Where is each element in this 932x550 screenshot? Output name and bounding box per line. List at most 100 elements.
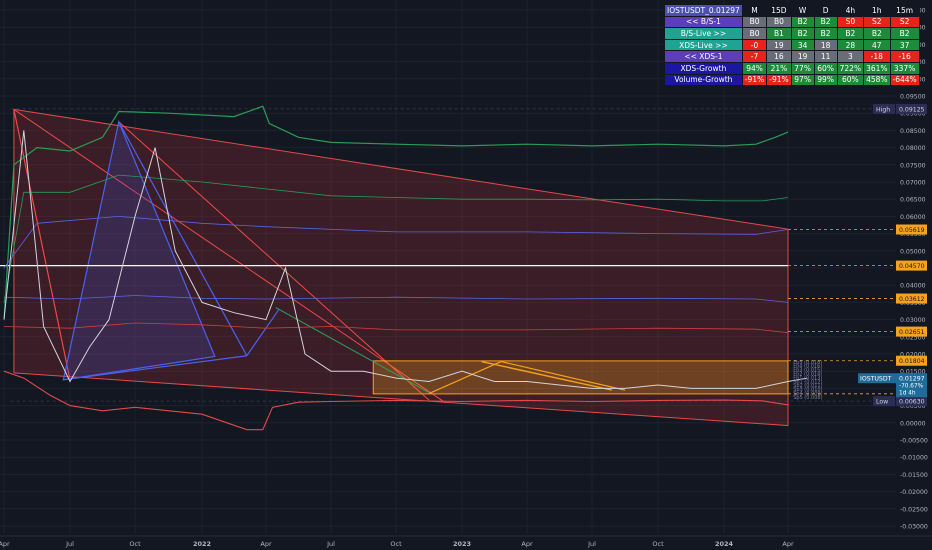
table-cell: 361% [863, 61, 891, 75]
harmonic-leg [246, 308, 280, 357]
price-tag-label-bg [873, 103, 895, 114]
y-tick-label: 0.02000 [900, 352, 926, 359]
table-row: << B/S-1 B0 B0 B2 B2 S0 S2 S2 [664, 15, 920, 29]
table-row-label: Volume-Growth [664, 73, 743, 87]
x-tick-label: Apr [0, 540, 10, 548]
fib-label: Sp2 (0.011) [793, 383, 822, 389]
y-tick-label: 0.02500 [900, 334, 926, 341]
table-cell: S0 [836, 15, 865, 29]
table-row-label: B/S-Live >> [664, 27, 743, 40]
harmonic-leg [63, 355, 247, 381]
table-cell: 16 [766, 50, 792, 63]
table-row: B/S-Live >> B0 B1 B2 B2 B2 B2 B2 [664, 27, 920, 40]
last-price-name: IOSTUSDT [860, 376, 892, 383]
y-tick-label: -0.03000 [900, 524, 928, 531]
table-cell: 37 [889, 38, 920, 52]
price-series [3, 130, 808, 389]
y-tick-label: 0.07000 [900, 180, 926, 187]
table-cell: 19 [790, 50, 815, 63]
signal-table: IOSTUSDT_0.01297 M 15D W D 4h 1h 15m << B/S-1 B0 B… [664, 4, 920, 87]
last-price-timeframe: 1d 4h [899, 391, 916, 397]
x-tick-label: Apr [260, 540, 272, 548]
upper-band [3, 105, 789, 320]
table-cell: -644% [889, 73, 920, 87]
table-cell: 94% [741, 61, 768, 75]
table-cell: 18 [813, 38, 838, 52]
price-tag-bg [896, 224, 927, 235]
descending-channel [13, 108, 789, 427]
table-cell: B0 [741, 27, 768, 40]
table-cell: -18 [863, 50, 891, 63]
y-tick-label: 0.00500 [900, 403, 926, 410]
last-price-bg [896, 373, 927, 398]
x-tick-label: Apr [782, 540, 794, 548]
table-cell: S2 [889, 15, 920, 29]
price-tag-bg [896, 293, 927, 304]
x-tick-label: Jul [65, 540, 74, 548]
table-cell: -91% [766, 73, 792, 87]
table-cell: 3 [836, 50, 865, 63]
y-tick-label: -0.02000 [900, 489, 928, 496]
x-tick-label: Oct [390, 540, 402, 548]
table-row-label: << XDS-1 [664, 50, 743, 63]
price-tag-label: Low [876, 399, 888, 406]
price-tag-bg [896, 355, 927, 366]
table-cell: 28 [836, 38, 865, 52]
fib-label: Sp5 (0.008) [793, 395, 822, 401]
y-tick-label: -0.00500 [900, 438, 928, 445]
table-cell: 19 [766, 38, 792, 52]
x-tick-label: 2022 [193, 540, 211, 548]
range-trend [500, 360, 626, 391]
y-tick-label: 0.09500 [900, 94, 926, 101]
table-cell: 60% [836, 73, 865, 87]
y-tick-label: -0.01500 [900, 472, 928, 479]
price-tag-bg [896, 260, 927, 271]
table-cell: 47 [863, 38, 891, 52]
price-tag-value: 0.00630 [899, 399, 925, 406]
fib-label: Fp2 (0.014) [793, 372, 822, 378]
range-box [372, 360, 789, 395]
x-tick-label: 2024 [715, 540, 734, 548]
table-cell: B0 [766, 15, 792, 29]
y-tick-label: 0.05000 [900, 248, 926, 255]
table-cell: 77% [790, 61, 815, 75]
price-tag-label-bg [873, 396, 895, 407]
harmonic-pattern [62, 119, 216, 381]
price-tag-value: 0.05619 [899, 227, 925, 234]
table-header-cell: 15D [766, 4, 792, 17]
x-tick-label: Oct [129, 540, 141, 548]
table-cell: 722% [836, 61, 865, 75]
y-tick-label: 0.03000 [900, 317, 926, 324]
price-tag-bg [896, 103, 927, 114]
y-tick-label: 0.08500 [900, 128, 926, 135]
table-cell: 34 [790, 38, 815, 52]
table-row: XDS-Growth 94% 21% 77% 60% 722% 361% 337% [664, 61, 920, 75]
y-tick-label: 0.00000 [900, 420, 926, 427]
table-cell: -91% [741, 73, 768, 87]
table-cell: B2 [813, 27, 838, 40]
table-cell: 97% [790, 73, 815, 87]
fib-label: Fp3 (0.015) [793, 368, 822, 374]
fib-label: Sp4 (0.009) [793, 391, 822, 397]
price-tag-value: 0.09125 [899, 106, 925, 113]
price-tag-bg [896, 396, 927, 407]
range-trend [481, 360, 612, 391]
y-tick-label: -0.02500 [900, 506, 928, 513]
table-row-label: XDS-Live >> [664, 38, 743, 52]
fib-label: Sp1 (0.012) [793, 379, 822, 385]
table-cell: B2 [889, 27, 920, 40]
y-tick-label: 0.04000 [900, 283, 926, 290]
table-cell: 99% [813, 73, 838, 87]
table-row: << XDS-1 -7 16 19 11 3 -18 -16 [664, 50, 920, 63]
table-header-row: IOSTUSDT_0.01297 M 15D W D 4h 1h 15m [664, 4, 920, 17]
table-cell: B0 [741, 15, 768, 29]
table-cell: B1 [766, 27, 792, 40]
table-cell: -16 [889, 50, 920, 63]
table-header-cell: 4h [836, 4, 865, 17]
band-red-mid [3, 322, 789, 334]
band-blue-lower [3, 295, 789, 303]
table-cell: B2 [790, 15, 815, 29]
price-tag-value: 0.03612 [899, 296, 925, 303]
